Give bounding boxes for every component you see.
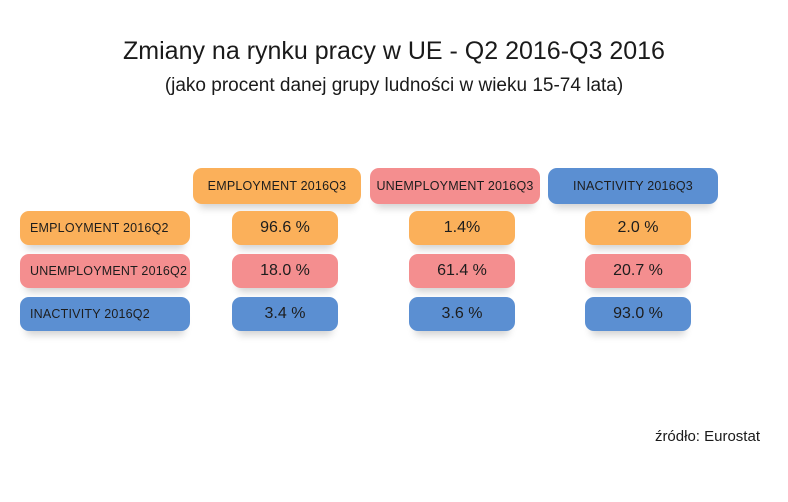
cell-employment-to-employment: 96.6 %	[232, 211, 338, 245]
cell-inactivity-to-employment: 3.4 %	[232, 297, 338, 331]
source-note: źródło: Eurostat	[654, 428, 760, 445]
row-label-unemployment-q2: UNEMPLOYMENT 2016Q2	[20, 254, 190, 288]
row-label-employment-q2: EMPLOYMENT 2016Q2	[20, 211, 190, 245]
cell-unemployment-to-employment: 18.0 %	[232, 254, 338, 288]
chart-title: Zmiany na rynku pracy w UE - Q2 2016-Q3 …	[123, 37, 665, 65]
cell-unemployment-to-inactivity: 20.7 %	[585, 254, 691, 288]
column-header-inactivity-q3: INACTIVITY 2016Q3	[548, 168, 718, 204]
cell-inactivity-to-inactivity: 93.0 %	[585, 297, 691, 331]
column-header-unemployment-q3: UNEMPLOYMENT 2016Q3	[370, 168, 540, 204]
cell-inactivity-to-unemployment: 3.6 %	[409, 297, 515, 331]
column-header-employment-q3: EMPLOYMENT 2016Q3	[193, 168, 361, 204]
cell-employment-to-inactivity: 2.0 %	[585, 211, 691, 245]
cell-unemployment-to-unemployment: 61.4 %	[409, 254, 515, 288]
cell-employment-to-unemployment: 1.4%	[409, 211, 515, 245]
chart-subtitle: (jako procent danej grupy ludności w wie…	[164, 75, 624, 96]
row-label-inactivity-q2: INACTIVITY 2016Q2	[20, 297, 190, 331]
